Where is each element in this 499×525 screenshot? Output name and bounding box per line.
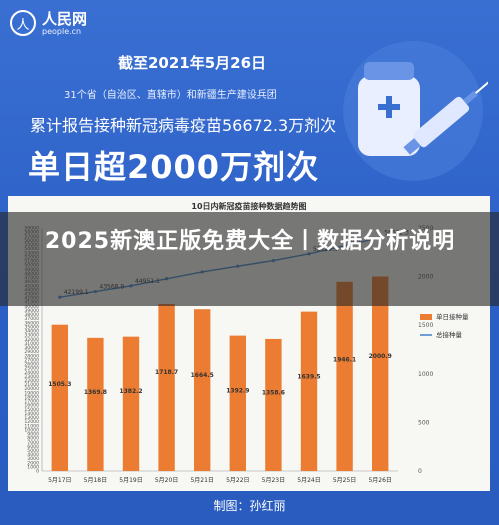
regions-text: 31个省（自治区、直辖市）和新疆生产建设兵团 [64,90,277,101]
y-tick-left: 4000 [27,452,39,458]
bar-label: 1382.2 [119,388,142,395]
bar [87,337,104,471]
y-tick-right: 1000 [418,371,433,378]
y-tick-left: 20000 [24,386,39,392]
y-tick-left: 23000 [24,374,39,380]
legend-bar-swatch [420,314,432,320]
y-tick-left: 1000 [27,464,39,470]
y-tick-left: 37000 [24,316,39,322]
overlay-title: 2025新澳正版免费大全丨数据分析说明 [44,229,456,254]
x-tick-label: 5月21日 [190,477,213,484]
bar [372,276,389,471]
y-tick-left: 19000 [24,390,39,396]
y-tick-left: 12000 [24,419,39,425]
x-tick-label: 5月24日 [297,477,320,484]
y-tick-left: 31000 [24,341,39,347]
chart-title: 10日内新冠疫苗接种数据趋势图 [191,202,307,211]
y-tick-left: 26000 [24,362,39,368]
y-tick-left: 36000 [24,320,39,326]
y-tick-left: 22000 [24,378,39,384]
y-tick-left: 33000 [24,333,39,339]
vaccine-illustration-icon [343,41,488,181]
y-tick-left: 30000 [24,345,39,351]
logo-mark: 人 [10,10,36,36]
bar [336,281,353,471]
y-tick-left: 35000 [24,324,39,330]
report-date: 截至2021年5月26日 [118,54,267,72]
bar [265,338,282,471]
y-tick-left: 27000 [24,357,39,363]
y-tick-right: 500 [418,419,430,426]
bar [122,336,140,471]
y-tick-left: 18000 [24,394,39,400]
cumulative-text: 累计报告接种新冠病毒疫苗56672.3万剂次 [30,116,337,135]
bar-label: 1369.8 [84,389,107,396]
x-tick-label: 5月22日 [226,477,249,484]
y-tick-left: 8000 [27,436,39,442]
chart-credit: 制图：孙红丽 [213,499,286,513]
y-tick-left: 38000 [24,312,39,318]
bar-label: 1718.7 [155,369,178,376]
y-tick-left: 40000 [24,304,39,310]
x-tick-label: 5月19日 [119,477,142,484]
y-tick-left: 32000 [24,337,39,343]
bar-label: 2000.9 [369,353,392,360]
bar [194,309,211,471]
y-tick-left: 6000 [27,444,39,450]
y-tick-left: 3000 [27,456,39,462]
legend-line-label: 总接种量 [436,330,463,339]
y-tick-left: 13000 [24,415,39,421]
x-tick-label: 5月25日 [333,477,356,484]
logo: 人 人民网 people.cn [10,10,87,36]
bar-label: 1358.6 [262,389,285,396]
y-tick-left: 11000 [24,423,39,429]
y-tick-left: 10000 [24,427,39,433]
y-tick-left: 15000 [24,407,39,413]
bar-label: 1639.5 [297,374,320,381]
bar-label: 1392.9 [226,387,249,394]
logo-name: 人民网 [42,9,88,28]
y-tick-left: 24000 [24,370,39,376]
bar-label: 1946.1 [333,356,356,363]
logo-site: people.cn [42,26,82,36]
y-tick-right: 0 [418,468,422,475]
legend-bar-label: 单日接种量 [436,312,469,321]
y-tick-left: 9000 [27,432,39,438]
y-tick-left: 34000 [24,329,39,335]
y-tick-left: 29000 [24,349,39,355]
bar-label: 1664.5 [191,372,214,379]
x-tick-label: 5月20日 [155,477,178,484]
y-tick-left: 39000 [24,308,39,314]
bar [300,311,318,471]
headline: 单日超2000万剂次 [28,148,320,186]
y-tick-left: 17000 [24,399,39,405]
y-tick-left: 25000 [24,366,39,372]
bar [51,324,68,471]
y-tick-left: 21000 [24,382,39,388]
y-tick-left: 28000 [24,353,39,359]
x-tick-label: 5月17日 [48,477,71,484]
bar-label: 1505.3 [48,381,71,388]
y-tick-left: 5000 [27,448,39,454]
x-tick-label: 5月18日 [84,477,107,484]
x-tick-label: 5月26日 [368,477,391,484]
y-tick-right: 1500 [418,322,433,329]
y-tick-left: 16000 [24,403,39,409]
x-tick-label: 5月23日 [262,477,285,484]
y-tick-left: 2000 [27,460,39,466]
y-tick-left: 0 [36,469,39,475]
bar [158,303,175,471]
overlay-banner [0,212,499,306]
y-tick-left: 14000 [24,411,39,417]
y-tick-left: 7000 [27,440,39,446]
bar [229,335,246,471]
